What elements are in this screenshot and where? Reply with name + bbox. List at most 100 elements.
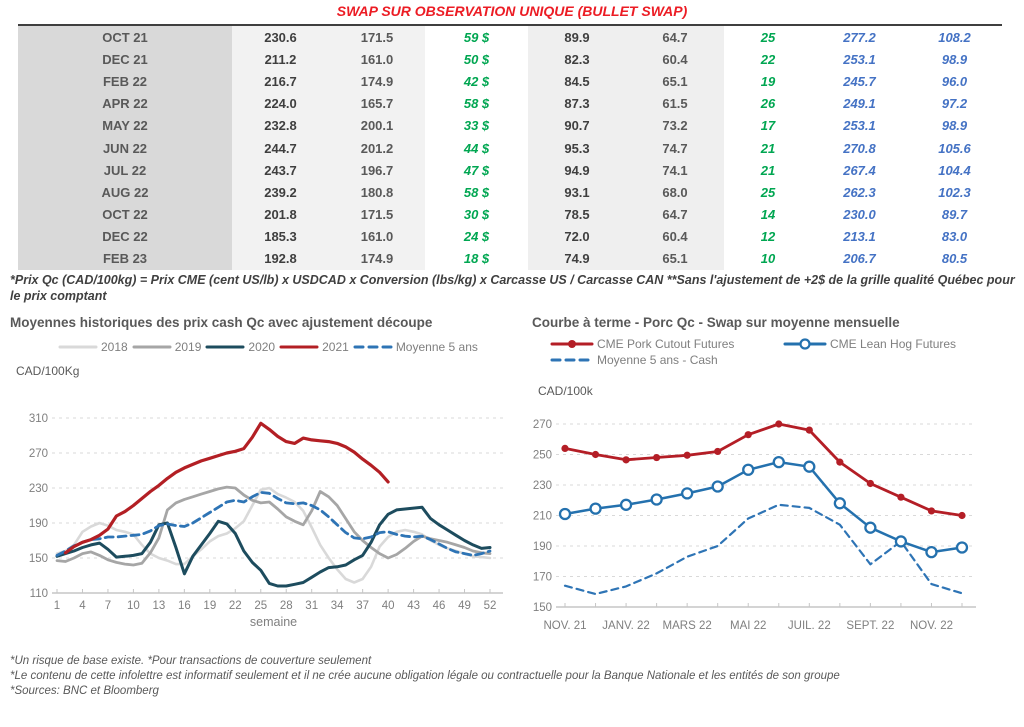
table-cell-value: 50 $: [425, 48, 528, 71]
table-cell-value: 253.1: [812, 48, 907, 71]
x-tick-label: 46: [433, 600, 446, 612]
legend-swatch: [550, 340, 594, 348]
table-cell-value: 42 $: [425, 70, 528, 93]
table-cell-value: 161.0: [329, 48, 425, 71]
table-cell-value: 102.3: [907, 181, 1002, 204]
table-cell-value: 96.0: [907, 70, 1002, 93]
table-row: OCT 21 230.6 171.5 59 $89.9 64.7 25 277.2 108.2: [18, 26, 1002, 49]
x-tick-label: 4: [79, 600, 86, 612]
data-point-marker: [653, 453, 661, 462]
table-cell-value: 165.7: [329, 92, 425, 115]
legend-item-cme-lean-hog-futures: CME Lean Hog Futures: [783, 337, 1016, 351]
table-cell-value: 26: [724, 92, 812, 115]
y-tick-label: 190: [533, 541, 552, 553]
chart-title-historical: Moyennes historiques des prix cash Qc av…: [10, 315, 433, 330]
table-row: JUL 22 243.7 196.7 47 $94.9 74.1 21 267.4 104.4: [18, 159, 1002, 182]
x-tick-label: 28: [280, 600, 293, 612]
table-cell-month: FEB 22: [18, 70, 232, 93]
table-row: DEC 21 211.2 161.0 50 $82.3 60.4 22 253.1 98.9: [18, 48, 1002, 71]
x-tick-label: JANV. 22: [602, 620, 650, 632]
data-point-marker: [744, 431, 752, 439]
table-row: APR 22 224.0 165.7 58 $87.3 61.5 26 249.1 97.2: [18, 92, 1002, 115]
table-cell-value: 230.0: [812, 203, 907, 226]
y-tick-label: 230: [533, 480, 552, 492]
data-point-marker: [561, 444, 569, 452]
table-cell-month: DEC 22: [18, 225, 232, 248]
table-cell-value: 84.5: [528, 70, 626, 93]
data-point-marker: [866, 479, 874, 488]
table-cell-value: 59 $: [425, 26, 528, 49]
footer-line-risk: *Un risque de base existe. *Pour transac…: [10, 655, 372, 667]
x-tick-label: 10: [127, 600, 140, 612]
data-point-marker: [558, 507, 572, 521]
table-cell-value: 60.4: [626, 225, 724, 248]
footer-line-sources: *Sources: BNC et Bloomberg: [10, 685, 159, 697]
table-cell-value: 277.2: [812, 26, 907, 49]
x-tick-label: 37: [356, 600, 369, 612]
table-cell-value: 161.0: [329, 225, 425, 248]
table-row: FEB 22 216.7 174.9 42 $84.5 65.1 19 245.7 96.0: [18, 70, 1002, 93]
data-point-marker: [742, 463, 755, 476]
table-cell-value: 74.1: [626, 159, 724, 182]
table-cell-value: 24 $: [425, 225, 528, 248]
legend-swatch: [550, 358, 594, 362]
data-point-marker: [894, 535, 908, 548]
legend-item-moyenne-5-ans: Moyenne 5 ans: [353, 340, 478, 354]
table-cell-value: 64.7: [626, 26, 724, 49]
x-tick-label: 31: [305, 600, 318, 612]
legend-swatch: [783, 338, 827, 350]
data-point-marker: [927, 507, 936, 515]
table-cell-value: 243.7: [232, 159, 329, 182]
table-cell-month: AUG 22: [18, 181, 232, 204]
y-tick-label: 270: [29, 448, 48, 460]
table-cell-value: 105.6: [907, 136, 1002, 160]
table-cell-value: 232.8: [232, 114, 329, 137]
y-tick-label: 310: [29, 413, 48, 425]
y-tick-label: 110: [30, 588, 48, 600]
table-cell-value: 171.5: [329, 203, 425, 226]
legend-item-moyenne-5-ans-cash: Moyenne 5 ans - Cash: [550, 353, 783, 367]
table-cell-value: 216.7: [232, 70, 329, 93]
legend-label: CME Lean Hog Futures: [830, 337, 957, 351]
series-line-2020: [55, 505, 492, 588]
table-cell-value: 60.4: [626, 48, 724, 71]
y-tick-label: 230: [29, 483, 48, 495]
legend-item-2019: 2019: [132, 340, 201, 354]
y-tick-label: 270: [533, 419, 552, 431]
table-cell-value: 74.7: [626, 136, 724, 160]
table-cell-value: 18 $: [425, 247, 528, 271]
table-cell-month: JUN 22: [18, 136, 232, 160]
table-cell-value: 61.5: [626, 92, 724, 115]
data-point-marker: [650, 493, 663, 506]
forward-curve-chart: 150 170 190 210 230 250 270 NOV. 21 JANV. 22 MARS…: [533, 419, 976, 632]
x-tick-label: SEPT. 22: [846, 620, 894, 632]
x-tick-label: NOV. 22: [910, 620, 953, 632]
table-cell-value: 180.8: [329, 181, 425, 204]
data-point-marker: [864, 521, 877, 534]
data-point-marker: [714, 447, 722, 456]
y-axis-unit-right: CAD/100k: [538, 384, 593, 398]
data-point-marker: [775, 420, 783, 428]
x-tick-label: 13: [152, 600, 165, 612]
table-cell-value: 224.0: [232, 92, 329, 115]
historical-prices-chart: 110 150 190 230 270 310 1 4 7 10 13 16 19 22 25 28 31 34 3…: [29, 413, 503, 629]
x-tick-label: 43: [407, 600, 420, 612]
table-cell-value: 68.0: [626, 181, 724, 204]
legend-swatch: [279, 345, 319, 349]
table-cell-value: 267.4: [812, 159, 907, 182]
legend-label: 2021: [322, 340, 349, 354]
table-cell-value: 25: [724, 26, 812, 49]
x-tick-label: 49: [458, 600, 471, 612]
table-cell-value: 12: [724, 225, 812, 248]
table-cell-value: 25: [724, 181, 812, 204]
x-tick-label: 52: [484, 600, 497, 612]
data-point-marker: [681, 487, 694, 500]
table-cell-value: 171.5: [329, 26, 425, 49]
data-point-marker: [803, 460, 816, 473]
legend-item-2021: 2021: [279, 340, 349, 354]
table-cell-value: 78.5: [528, 203, 626, 226]
table-cell-value: 97.2: [907, 92, 1002, 115]
y-axis-unit-left: CAD/100Kg: [16, 364, 80, 378]
legend-swatch: [205, 345, 245, 349]
table-cell-value: 72.0: [528, 225, 626, 248]
